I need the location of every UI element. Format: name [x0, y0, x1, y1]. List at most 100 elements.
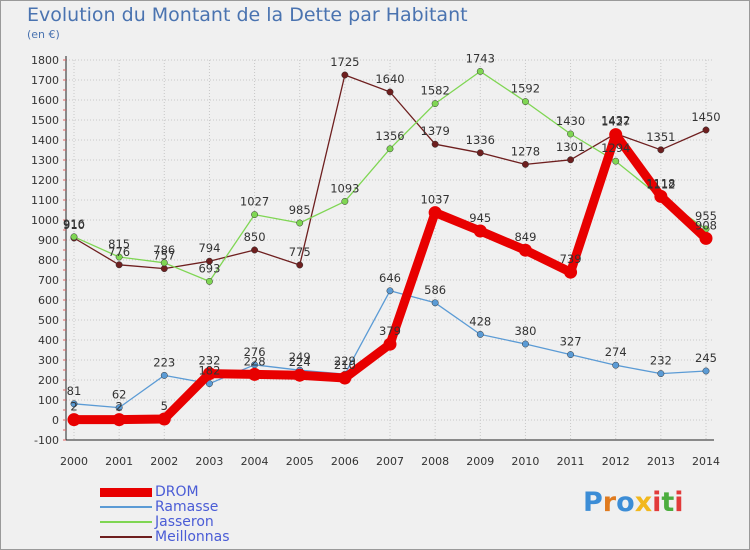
data-label-jasseron: 916: [63, 217, 85, 231]
data-point-ramasse: [476, 330, 484, 338]
data-label-ramasse: 245: [695, 351, 717, 365]
legend-swatch: [100, 506, 152, 508]
data-label-ramasse: 249: [289, 350, 311, 364]
x-tick-label: 2006: [331, 455, 359, 468]
data-point-ramasse: [657, 370, 665, 378]
data-point-drom: [293, 368, 307, 382]
y-tick-label: 1800: [31, 54, 59, 67]
data-label-jasseron: 1356: [375, 129, 404, 143]
data-label-jasseron: 1743: [466, 51, 495, 65]
data-label-ramasse: 223: [153, 355, 175, 369]
data-label-jasseron: 955: [695, 209, 717, 223]
data-label-ramasse: 62: [112, 388, 127, 402]
data-label-meillonnas: 1640: [375, 72, 404, 86]
x-tick-label: 2011: [557, 455, 585, 468]
data-label-meillonnas: 776: [108, 245, 130, 259]
data-point-jasseron: [341, 197, 349, 205]
data-label-meillonnas: 850: [244, 230, 266, 244]
x-tick-label: 2007: [376, 455, 404, 468]
data-point-drom: [338, 371, 352, 385]
legend-label: Ramasse: [155, 499, 219, 515]
data-point-meillonnas: [115, 261, 123, 269]
y-tick-label: 500: [38, 314, 59, 327]
y-tick-label: -100: [34, 434, 59, 447]
data-label-meillonnas: 1336: [466, 133, 495, 147]
data-point-ramasse: [431, 299, 439, 307]
data-point-jasseron: [205, 277, 213, 285]
data-point-jasseron: [431, 100, 439, 108]
data-point-drom: [248, 367, 262, 381]
data-point-jasseron: [70, 233, 78, 241]
data-point-drom: [609, 128, 623, 142]
data-label-drom: 379: [379, 324, 401, 338]
y-tick-label: 200: [38, 374, 59, 387]
legend-label: Jasseron: [155, 514, 214, 530]
data-label-ramasse: 646: [379, 271, 401, 285]
data-label-ramasse: 274: [605, 345, 627, 359]
x-tick-label: 2004: [241, 455, 269, 468]
x-tick-label: 2010: [511, 455, 539, 468]
data-point-meillonnas: [205, 257, 213, 265]
data-label-meillonnas: 1432: [601, 114, 630, 128]
data-point-meillonnas: [251, 246, 259, 254]
data-label-ramasse: 586: [424, 283, 446, 297]
data-label-ramasse: 229: [334, 354, 356, 368]
data-point-drom: [157, 412, 171, 426]
data-label-drom: 945: [469, 211, 491, 225]
data-label-jasseron: 815: [108, 237, 130, 251]
legend-item-meillonnas: Meillonnas: [100, 529, 230, 545]
x-tick-label: 2003: [195, 455, 223, 468]
data-label-drom: 2: [70, 400, 77, 414]
y-tick-label: 1700: [31, 74, 59, 87]
y-tick-label: 900: [38, 234, 59, 247]
data-label-drom: 849: [514, 230, 536, 244]
data-label-jasseron: 1592: [511, 82, 540, 96]
data-label-meillonnas: 1351: [646, 130, 675, 144]
data-point-jasseron: [386, 145, 394, 153]
data-label-jasseron: 1430: [556, 114, 585, 128]
y-tick-label: 400: [38, 334, 59, 347]
data-label-meillonnas: 1278: [511, 144, 540, 158]
y-tick-label: 300: [38, 354, 59, 367]
data-point-drom: [473, 224, 487, 238]
data-point-drom: [202, 367, 216, 381]
data-point-drom: [564, 265, 578, 279]
data-label-drom: 5: [161, 399, 168, 413]
chart-subtitle: (en €): [27, 28, 60, 41]
data-point-ramasse: [160, 371, 168, 379]
data-label-drom: 224: [289, 355, 311, 369]
data-label-jasseron: 786: [153, 243, 175, 257]
y-tick-label: 1000: [31, 214, 59, 227]
data-point-drom: [654, 189, 668, 203]
data-point-meillonnas: [567, 156, 575, 164]
data-point-drom: [699, 231, 713, 245]
y-tick-label: 100: [38, 394, 59, 407]
data-point-meillonnas: [160, 265, 168, 273]
data-label-drom: 1427: [601, 115, 630, 129]
data-label-meillonnas: 794: [198, 241, 220, 255]
data-point-jasseron: [476, 67, 484, 75]
data-label-ramasse: 327: [560, 335, 582, 349]
y-tick-label: 0: [52, 414, 59, 427]
x-tick-label: 2001: [105, 455, 133, 468]
data-point-jasseron: [296, 219, 304, 227]
data-label-ramasse: 232: [650, 354, 672, 368]
x-tick-label: 2000: [60, 455, 88, 468]
data-label-jasseron: 1027: [240, 195, 269, 209]
data-label-meillonnas: 1379: [421, 124, 450, 138]
data-label-jasseron: 1582: [421, 84, 450, 98]
x-tick-label: 2012: [602, 455, 630, 468]
data-point-meillonnas: [341, 71, 349, 79]
x-tick-label: 2002: [150, 455, 178, 468]
data-point-ramasse: [70, 400, 78, 408]
data-point-drom: [518, 243, 532, 257]
legend-swatch: [100, 536, 152, 538]
data-point-ramasse: [115, 404, 123, 412]
data-point-meillonnas: [296, 261, 304, 269]
data-point-drom: [67, 413, 81, 427]
data-label-drom: 232: [198, 354, 220, 368]
data-point-meillonnas: [476, 149, 484, 157]
data-label-jasseron: 1093: [330, 181, 359, 195]
data-label-jasseron: 985: [289, 203, 311, 217]
legend-swatch: [100, 487, 152, 497]
